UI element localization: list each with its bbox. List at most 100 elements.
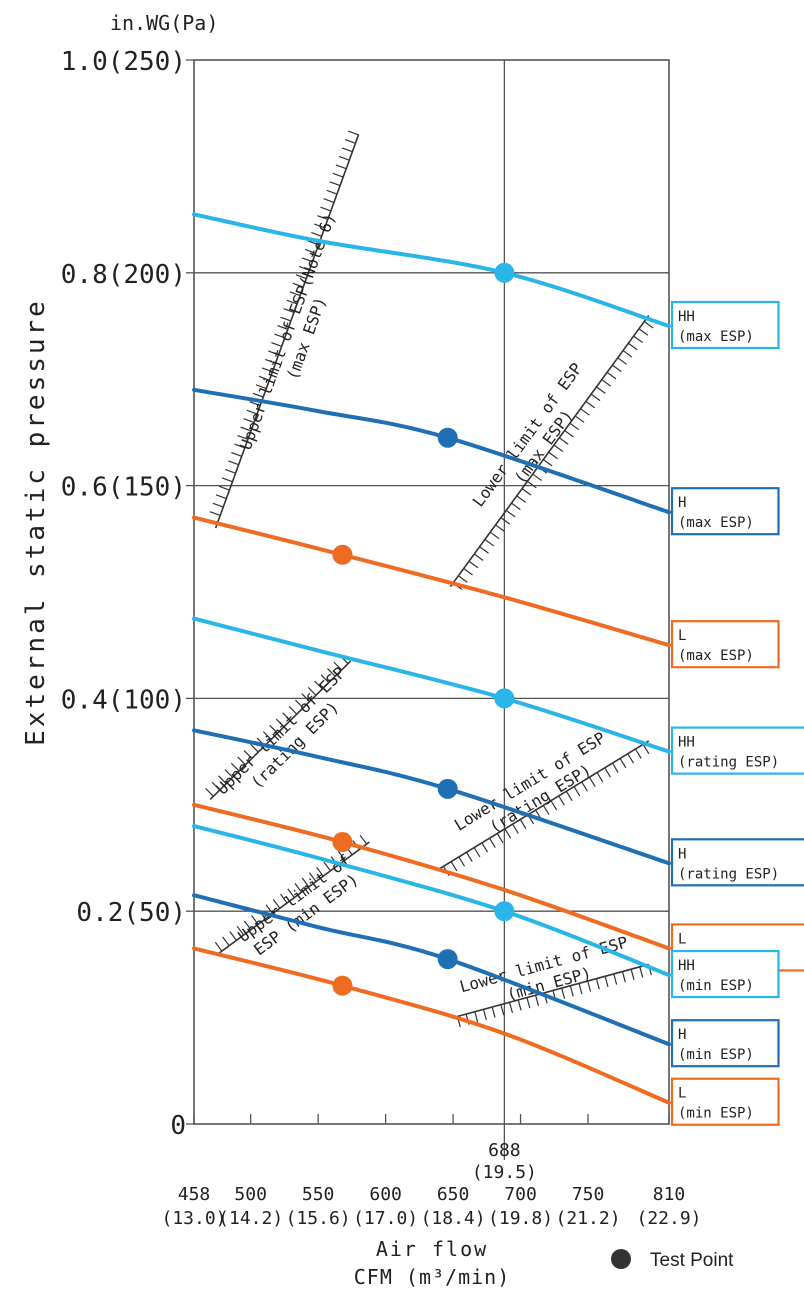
limit-hatch [301, 257, 313, 263]
limit-hatch [473, 553, 484, 561]
limit-hatch [634, 748, 642, 759]
limit-hatch [221, 477, 233, 483]
x-tick-label: 458 [178, 1184, 211, 1205]
rated-airflow-label: 688 [488, 1140, 521, 1161]
curve-label-line2: (max ESP) [678, 515, 754, 531]
x-tick-sublabel: (14.2) [218, 1208, 283, 1229]
curve-label-line1: L [678, 1086, 686, 1102]
limit-hatch [283, 308, 295, 314]
fan-curve-H [192, 387, 671, 515]
limit-hatch [639, 966, 644, 978]
limit-hatch [243, 750, 253, 759]
limit-hatch [215, 494, 227, 500]
plot-frame [193, 59, 670, 1125]
limit-hatch [638, 328, 649, 336]
limit-hatch [288, 705, 298, 715]
limit-hatch [214, 941, 223, 952]
x-tick-label: 500 [234, 1184, 267, 1205]
limit-hatch [521, 488, 532, 496]
limit-hatch [229, 931, 237, 941]
limit-hatch [289, 291, 301, 297]
test-point-marker [437, 427, 458, 448]
y-tick-label: 0.8(200) [61, 260, 186, 290]
limit-hatch [317, 215, 328, 220]
limit-hatch [574, 415, 585, 423]
test-point-marker [494, 262, 515, 283]
curve-label-line1: L [678, 931, 686, 947]
limit-hatch [558, 795, 565, 806]
limit-hatch [491, 1006, 496, 1018]
limit-hatch [585, 400, 596, 409]
limit-hatch [612, 364, 622, 373]
limit-hatch [642, 744, 650, 755]
curve-label-line1: HH [678, 958, 695, 974]
curve-label-line2: (rating ESP) [678, 866, 779, 882]
limit-hatch [243, 920, 252, 931]
limit-hatch [512, 823, 519, 834]
limit-hatch [252, 392, 264, 398]
legend-text: Test Point [650, 1250, 734, 1271]
limit-hatch [265, 904, 274, 914]
limit-hatch [580, 408, 590, 416]
limit-hatch [314, 680, 323, 690]
limit-hatch [588, 776, 596, 787]
limit-hatch [286, 299, 298, 305]
x-tick-label: 550 [302, 1184, 335, 1205]
limit-hatch [304, 248, 316, 254]
curve-label-box [670, 949, 780, 999]
limit-hatch [271, 341, 282, 347]
limit-hatch [347, 130, 359, 136]
x-axis-title: Air flow [376, 1237, 488, 1261]
curve-label-line1: HH [678, 735, 695, 751]
limit-hatch [359, 834, 368, 845]
limit-hatch [314, 223, 325, 229]
limit-hatch [496, 833, 504, 844]
limit-hatch [323, 861, 331, 872]
limit-hatch [630, 969, 635, 980]
limit-hatch [613, 973, 618, 985]
limit-hatch [621, 971, 626, 983]
limit-line-group: Lower limit of ESP(rating ESP) [439, 728, 650, 876]
y-tick-label: 0.2(50) [76, 898, 186, 928]
x-tick-sublabel: (21.2) [556, 1208, 621, 1229]
limit-hatch [569, 422, 580, 431]
limit-hatch [535, 995, 540, 1006]
y-tick-label: 0.4(100) [61, 685, 186, 715]
limit-label: Upper limit of ESP(Note 6) [236, 211, 339, 453]
legend-marker [611, 1249, 631, 1269]
x-tick-label: 750 [572, 1184, 605, 1205]
limit-hatch [298, 265, 310, 271]
limit-hatch [596, 386, 606, 394]
curve-label-line1: HH [678, 309, 695, 325]
limit-hatch [489, 531, 500, 540]
limit-hatch [311, 232, 322, 237]
x-tick-sublabel: (18.4) [421, 1208, 486, 1229]
curve-label-line2: (max ESP) [678, 329, 754, 345]
curve-label: HH (rating ESP) [670, 726, 804, 775]
limit-hatch [619, 758, 627, 769]
limit-line-group: Upper limit of ESP(Note 6)(max ESP) [206, 130, 360, 529]
limit-hatch [463, 568, 473, 576]
limit-line [439, 740, 650, 870]
curve-label-line2: (min ESP) [678, 1106, 754, 1122]
limit-hatch [261, 367, 273, 373]
limit-hatch [231, 451, 242, 457]
x-tick-sublabel: (19.8) [488, 1208, 553, 1229]
test-points [332, 262, 515, 996]
curve-label: H (max ESP) [670, 487, 780, 536]
y-tick-label: 0 [170, 1111, 186, 1141]
curve-label-box [670, 1019, 780, 1068]
limit-line [449, 314, 650, 588]
limit-hatch [606, 371, 617, 380]
limit-hatch [601, 379, 612, 387]
limit-hatch [565, 790, 573, 801]
curve-label-line2: (rating ESP) [678, 755, 779, 771]
limit-hatch [338, 155, 350, 161]
limit-hatch [526, 997, 531, 1009]
limit-hatch [550, 800, 558, 811]
y-unit-label: in.WG(Pa) [110, 11, 218, 35]
test-point-marker [437, 949, 458, 970]
limit-hatch [508, 1002, 514, 1014]
limit-hatch [218, 775, 227, 785]
limit-hatch [341, 147, 353, 153]
